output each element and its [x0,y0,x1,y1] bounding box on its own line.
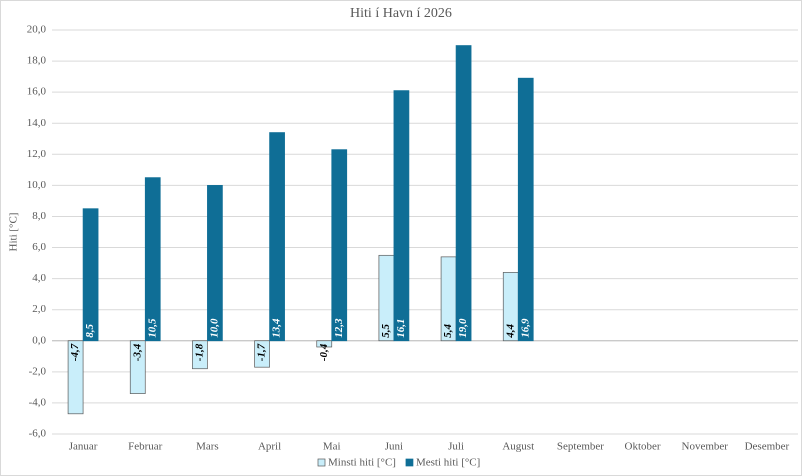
x-tick-label: Januar [69,441,98,453]
x-tick-label: August [502,441,534,453]
y-tick-label: 0,0 [32,334,46,346]
legend-label: Minsti hiti [°C] [328,457,396,469]
y-tick-label: -2,0 [29,365,47,377]
y-tick-label: 10,0 [27,179,47,191]
value-label: 13,4 [271,318,283,338]
bar [269,132,285,342]
bar [144,177,161,342]
y-tick-label: 20,0 [27,24,47,36]
bar [207,185,223,342]
y-tick-label: 8,0 [32,210,46,222]
chart-title: Hiti í Havn í 2026 [350,6,452,21]
value-label: -4,7 [69,343,81,361]
bar [129,340,146,394]
x-tick-label: Februar [128,441,163,453]
value-label: 5,5 [380,324,392,338]
y-tick-label: 12,0 [27,148,47,160]
y-tick-label: -4,0 [29,396,47,408]
value-label: 16,9 [519,318,531,338]
value-label: -3,4 [131,343,143,361]
y-tick-label: 16,0 [27,86,47,98]
value-label: 10,5 [146,318,158,338]
legend-swatch [317,458,326,467]
y-tick-label: 6,0 [32,241,46,253]
x-tick-label: Mars [196,441,219,453]
x-tick-label: April [258,441,281,453]
value-label: -1,7 [256,343,268,361]
y-tick-label: -6,0 [29,428,47,440]
bar [67,340,84,415]
legend-swatch [405,458,414,467]
x-tick-label: Mai [323,441,341,453]
y-tick-label: 18,0 [27,55,47,67]
bar [192,340,208,370]
y-tick-label: 14,0 [27,117,47,129]
value-label: -1,8 [193,343,205,361]
x-tick-label: September [557,441,604,453]
bar [517,77,534,342]
y-tick-label: 4,0 [32,272,46,284]
bar [254,340,270,368]
y-tick-label: 2,0 [32,303,46,315]
x-tick-label: Oktober [625,441,661,453]
value-label: 8,5 [84,324,96,338]
bar [393,90,410,342]
value-label: 4,4 [504,324,516,339]
legend-label: Mesti hiti [°C] [416,457,480,469]
y-axis-label: Hiti [°C] [8,213,20,252]
x-tick-label: Juni [385,441,403,453]
value-label: 19,0 [457,318,469,338]
bar [331,149,348,342]
bar [82,208,99,342]
value-label: 12,3 [333,318,345,338]
bar [316,340,333,348]
value-label: 10,0 [208,318,220,338]
value-label: -0,4 [318,343,330,361]
value-label: 16,1 [395,319,407,338]
bar [455,45,472,342]
x-tick-label: November [682,441,729,453]
value-label: 5,4 [442,324,454,338]
x-tick-label: Juli [448,441,464,453]
x-tick-label: Desember [745,441,790,453]
